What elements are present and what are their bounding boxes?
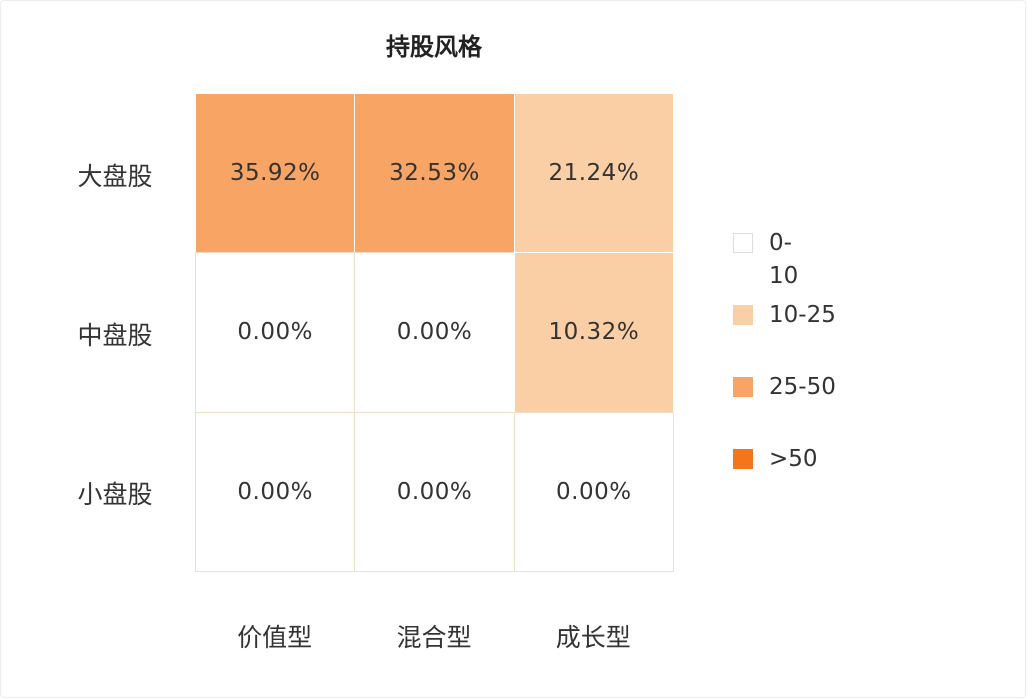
column-label-blend: 混合型: [396, 623, 472, 652]
heatmap-cell-small-growth: 0.00%: [513, 411, 674, 572]
heatmap-cell-mid-blend: 0.00%: [354, 252, 515, 413]
legend-label: 10-25: [769, 302, 836, 328]
legend-swatch: [733, 377, 753, 397]
chart-title: 持股风格: [386, 33, 482, 61]
heatmap-cell-small-value: 0.00%: [195, 411, 356, 572]
row-label-small: 小盘股: [77, 480, 153, 510]
heatmap-cell-large-value: 35.92%: [195, 93, 356, 254]
legend-swatch: [733, 305, 753, 325]
legend-label: 0- 10: [769, 230, 799, 289]
row-label-mid: 中盘股: [77, 320, 153, 350]
legend-label: >50: [769, 446, 818, 472]
heatmap-cell-mid-growth: 10.32%: [513, 252, 674, 413]
column-label-growth: 成长型: [555, 623, 631, 652]
heatmap-cell-small-blend: 0.00%: [354, 411, 515, 572]
column-label-value: 价值型: [237, 623, 313, 652]
heatmap-cell-large-growth: 21.24%: [513, 93, 674, 254]
heatmap-cell-mid-value: 0.00%: [195, 252, 356, 413]
heatmap-grid: 35.92% 32.53% 21.24% 0.00% 0.00% 10.32% 0.00% 0…: [195, 93, 674, 572]
legend-label: 25-50: [769, 374, 836, 400]
row-label-large: 大盘股: [77, 161, 153, 191]
heatmap-cell-large-blend: 32.53%: [354, 93, 515, 254]
legend-swatch: [733, 233, 753, 253]
legend-swatch: [733, 449, 753, 469]
